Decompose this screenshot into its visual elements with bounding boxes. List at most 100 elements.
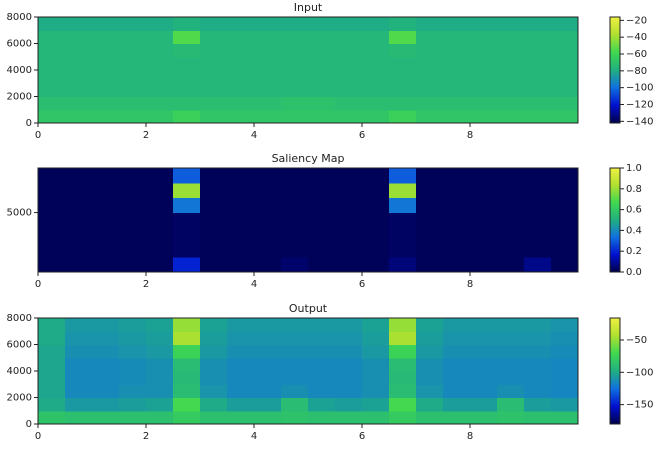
heatmap-cell [38,109,66,124]
heatmap-cell [200,109,228,124]
heatmap-cell [416,17,444,31]
heatmap-cell [200,331,228,345]
heatmap-cell [389,212,417,228]
heatmap-cell [551,357,579,372]
heatmap-cell [38,318,66,332]
x-tick-label: 4 [251,130,257,141]
heatmap-cell [551,397,579,412]
heatmap-cell [200,371,228,385]
heatmap-cell [146,109,174,124]
heatmap-cell [362,242,390,258]
heatmap-cell [200,318,228,332]
heatmap-cell [362,227,390,243]
heatmap-cell [389,109,417,124]
heatmap-cell [308,168,336,184]
heatmap-cell [119,197,147,214]
heatmap-cell [308,30,336,44]
heatmap-cell [470,357,498,372]
heatmap-cell [92,242,120,258]
heatmap-cell [227,397,255,412]
heatmap-cell [389,83,417,97]
heatmap-cell [119,212,147,228]
heatmap-cell [281,30,309,44]
heatmap-cell [227,331,255,345]
heatmap-cell [173,70,201,84]
x-tick-label: 2 [143,130,149,141]
heatmap-cell [227,83,255,97]
heatmap-cell [497,30,525,44]
heatmap-cell [119,30,147,44]
heatmap-cell [119,318,147,332]
heatmap-cell [65,96,93,111]
heatmap-cell [524,397,552,412]
heatmap-cell [470,371,498,385]
heatmap-cell [362,212,390,228]
heatmap-cell [92,318,120,332]
heatmap-cell [146,56,174,71]
heatmap-cell [146,318,174,332]
y-tick-label: 4000 [7,366,32,377]
heatmap-cell [65,397,93,412]
heatmap-cell [335,344,363,359]
heatmap-cell [308,242,336,258]
heatmap-cell [65,371,93,385]
heatmap-cell [416,257,444,273]
heatmap-cell [65,242,93,258]
heatmap-cell [335,96,363,111]
y-tick-label: 5000 [7,208,32,219]
heatmap-cell [38,168,66,184]
heatmap-cell [524,109,552,124]
heatmap-cell [200,197,228,214]
heatmap-cell [416,397,444,412]
heatmap-cell [200,212,228,228]
heatmap-cell [524,384,552,398]
heatmap-cell [308,257,336,273]
heatmap-cell [254,357,282,372]
y-tick-label: 6000 [7,340,32,351]
heatmap-cell [281,410,309,425]
heatmap-cell [551,109,579,124]
heatmap-cell [443,397,471,412]
heatmap-cell [524,344,552,359]
heatmap-cell [497,212,525,228]
heatmap-cell [281,242,309,258]
heatmap-cell [551,43,579,58]
heatmap-cell [308,384,336,398]
heatmap-cell [92,56,120,71]
chart-title: Output [289,302,328,315]
heatmap-cell [119,384,147,398]
heatmap-cell [227,70,255,84]
heatmap-cell [119,257,147,273]
heatmap-cell [92,30,120,44]
colorbar-tick-label: 0.0 [626,267,642,278]
heatmap-cell [470,197,498,214]
heatmap-cell [281,168,309,184]
heatmap-cell [227,56,255,71]
colorbar-tick-label: −140 [626,116,653,127]
heatmap-cell [92,70,120,84]
heatmap-cell [335,30,363,44]
colorbar-tick-label: −40 [626,32,647,43]
heatmap-cell [551,96,579,111]
heatmap-cell [38,357,66,372]
heatmap-cell [389,56,417,71]
heatmap-cell [335,384,363,398]
heatmap-cell [524,212,552,228]
heatmap-cell [173,357,201,372]
heatmap-cell [497,318,525,332]
y-tick-label: 2000 [7,92,32,103]
heatmap-cell [497,384,525,398]
heatmap-cell [254,182,282,199]
heatmap-cell [443,109,471,124]
heatmap-cell [497,109,525,124]
heatmap-cell [200,410,228,425]
heatmap-cell [173,344,201,359]
heatmap-cell [443,30,471,44]
heatmap-cell [38,96,66,111]
heatmap-cell [227,17,255,31]
heatmap-cell [200,56,228,71]
heatmap-cell [551,168,579,184]
heatmap-cell [416,331,444,345]
heatmap-cell [551,70,579,84]
y-tick-label: 2000 [7,393,32,404]
